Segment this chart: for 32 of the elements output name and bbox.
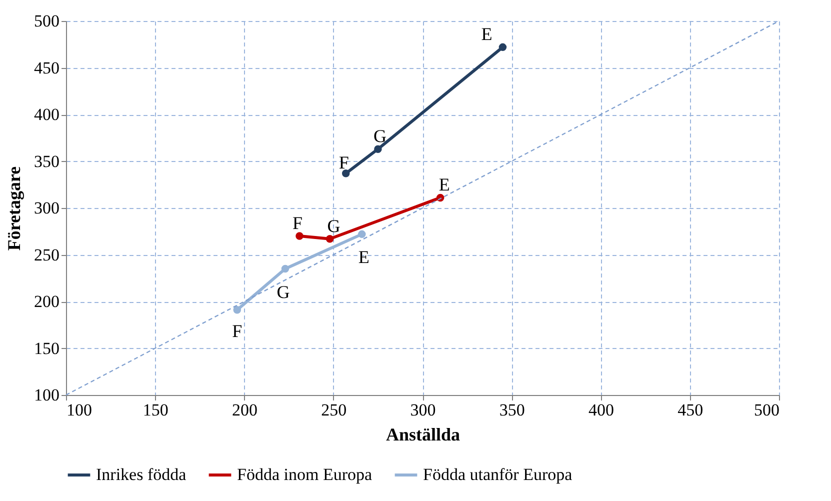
x-tick-label: 450 [678,400,704,420]
x-axis-title: Anställda [386,424,460,444]
x-tick-label: 200 [232,400,258,420]
x-tick-label: 150 [142,400,168,420]
annotation: E [358,247,370,268]
annotation: G [276,282,290,302]
y-tick-label: 350 [34,152,60,171]
x-tick-label: 300 [410,400,436,420]
y-tick-label: 150 [34,338,60,358]
y-tick-label: 100 [34,386,60,404]
annotation: F [338,152,349,172]
x-tick-label: 350 [499,400,525,420]
annotation: F [232,320,242,341]
y-tick-label: 450 [34,58,60,78]
legend-label: Inrikes födda [96,465,187,484]
annotation: F [292,213,303,234]
x-tick-label: 100 [66,400,92,420]
x-tick-label: 250 [321,400,347,420]
annotation: G [373,126,386,146]
y-axis-title: Företagare [4,166,24,251]
x-tick-label: 400 [588,400,614,420]
annotation: E [481,24,492,44]
y-tick-label: 500 [34,12,60,30]
y-tick-label: 300 [34,198,60,218]
y-tick-label: 200 [34,292,60,311]
y-tick-label: 400 [34,105,60,124]
x-tick-label: 500 [754,400,780,420]
legend-label: Födda utanför Europa [423,465,573,484]
annotation: G [327,216,340,236]
legend-label: Födda inom Europa [237,465,372,484]
annotation: E [438,174,450,195]
y-tick-label: 250 [34,245,60,264]
